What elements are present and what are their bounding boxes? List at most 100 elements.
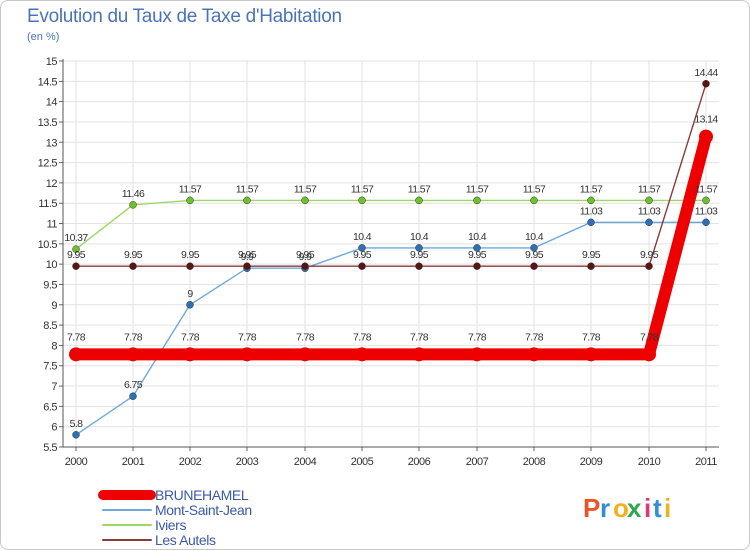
data-point — [186, 196, 194, 205]
data-label: 9.9 — [299, 251, 313, 263]
data-label: 11.57 — [294, 183, 317, 195]
data-label: 10.4 — [353, 231, 372, 243]
data-point — [240, 347, 254, 362]
y-tick-label: 9 — [51, 300, 57, 312]
legend-label: Iviers — [155, 517, 186, 533]
data-label: 10.4 — [468, 231, 487, 243]
data-label: 11.57 — [638, 183, 661, 195]
data-label: 11.57 — [466, 183, 489, 195]
data-point — [183, 347, 197, 362]
data-point — [69, 347, 83, 362]
data-point — [186, 262, 194, 270]
data-label: 11.46 — [122, 188, 145, 200]
y-tick-label: 7 — [51, 381, 57, 393]
data-label: 10.4 — [525, 231, 544, 243]
data-label: 7.78 — [124, 331, 143, 343]
data-label: 7.78 — [353, 331, 372, 343]
data-point — [699, 129, 713, 144]
data-point — [645, 218, 653, 227]
data-point — [129, 201, 137, 209]
x-tick-label: 2005 — [351, 456, 374, 468]
data-label: 7.78 — [525, 331, 544, 343]
y-tick-label: 6.5 — [43, 401, 57, 413]
y-tick-label: 13 — [46, 137, 58, 149]
data-label: 7.78 — [181, 331, 200, 343]
data-label: 11.57 — [408, 183, 431, 195]
y-tick-label: 8 — [51, 340, 57, 352]
x-tick-label: 2009 — [580, 456, 603, 468]
data-point — [298, 347, 312, 362]
data-label: 7.78 — [468, 331, 487, 343]
logo-letter: x — [627, 493, 642, 523]
data-label: 9.95 — [124, 249, 143, 261]
data-label: 9.95 — [468, 249, 487, 261]
data-point — [527, 347, 541, 362]
data-label: 10.37 — [64, 232, 88, 244]
data-label: 14.44 — [694, 67, 718, 79]
data-label: 11.03 — [580, 205, 603, 217]
data-label: 9.95 — [410, 249, 429, 261]
data-label: 7.78 — [67, 331, 86, 343]
y-tick-label: 6 — [51, 422, 57, 434]
data-label: 6.75 — [124, 379, 143, 391]
plot-area — [63, 61, 719, 447]
x-tick-label: 2001 — [122, 456, 145, 468]
data-point — [415, 262, 423, 270]
data-label: 7.78 — [410, 331, 429, 343]
x-tick-label: 2000 — [65, 456, 88, 468]
logo-letter: t — [653, 493, 662, 523]
data-point — [702, 80, 710, 88]
x-tick-label: 2002 — [179, 456, 202, 468]
y-tick-label: 10 — [46, 259, 58, 271]
data-point — [415, 196, 423, 205]
data-point — [72, 431, 80, 439]
data-point — [243, 262, 251, 270]
data-point — [355, 347, 369, 362]
data-label: 11.57 — [236, 183, 259, 195]
data-label: 11.57 — [580, 183, 603, 195]
data-point — [470, 347, 484, 362]
chart-title: Evolution du Taux de Taxe d'Habitation — [27, 6, 342, 27]
data-label: 7.78 — [238, 331, 257, 343]
x-tick-label: 2006 — [408, 456, 431, 468]
y-tick-label: 11.5 — [38, 198, 57, 210]
data-point — [702, 196, 710, 205]
data-point — [72, 245, 80, 253]
data-point — [587, 218, 595, 227]
x-tick-label: 2011 — [695, 456, 717, 468]
data-label: 9.95 — [582, 249, 601, 261]
data-label: 13.14 — [694, 114, 718, 126]
logo-letter: P — [583, 493, 600, 523]
x-tick-label: 2010 — [638, 456, 661, 468]
data-label: 11.03 — [695, 205, 718, 217]
data-point — [129, 392, 137, 400]
legend-label: Les Autels — [155, 532, 216, 548]
legend-label: Mont-Saint-Jean — [155, 502, 252, 518]
data-label: 11.57 — [179, 183, 202, 195]
y-tick-label: 15 — [46, 56, 58, 68]
data-point — [243, 196, 251, 205]
data-point — [530, 262, 538, 270]
series-line-iviers — [75, 199, 707, 250]
y-tick-label: 14 — [46, 97, 58, 109]
data-label: 7.78 — [582, 331, 601, 343]
logo-letter: o — [613, 493, 629, 523]
x-tick-label: 2003 — [236, 456, 259, 468]
data-point — [473, 196, 481, 205]
data-point — [473, 262, 481, 270]
data-label: 9.95 — [640, 249, 659, 261]
data-label: 10.4 — [410, 231, 429, 243]
data-point — [72, 262, 80, 270]
data-point — [301, 262, 309, 270]
data-point — [587, 262, 595, 270]
data-point — [358, 196, 366, 205]
data-point — [301, 196, 309, 205]
data-label: 9 — [187, 288, 193, 300]
data-point — [186, 301, 194, 309]
data-point — [415, 244, 423, 252]
data-label: 9.9 — [241, 251, 255, 263]
data-point — [530, 196, 538, 205]
data-label: 5.8 — [70, 418, 84, 430]
